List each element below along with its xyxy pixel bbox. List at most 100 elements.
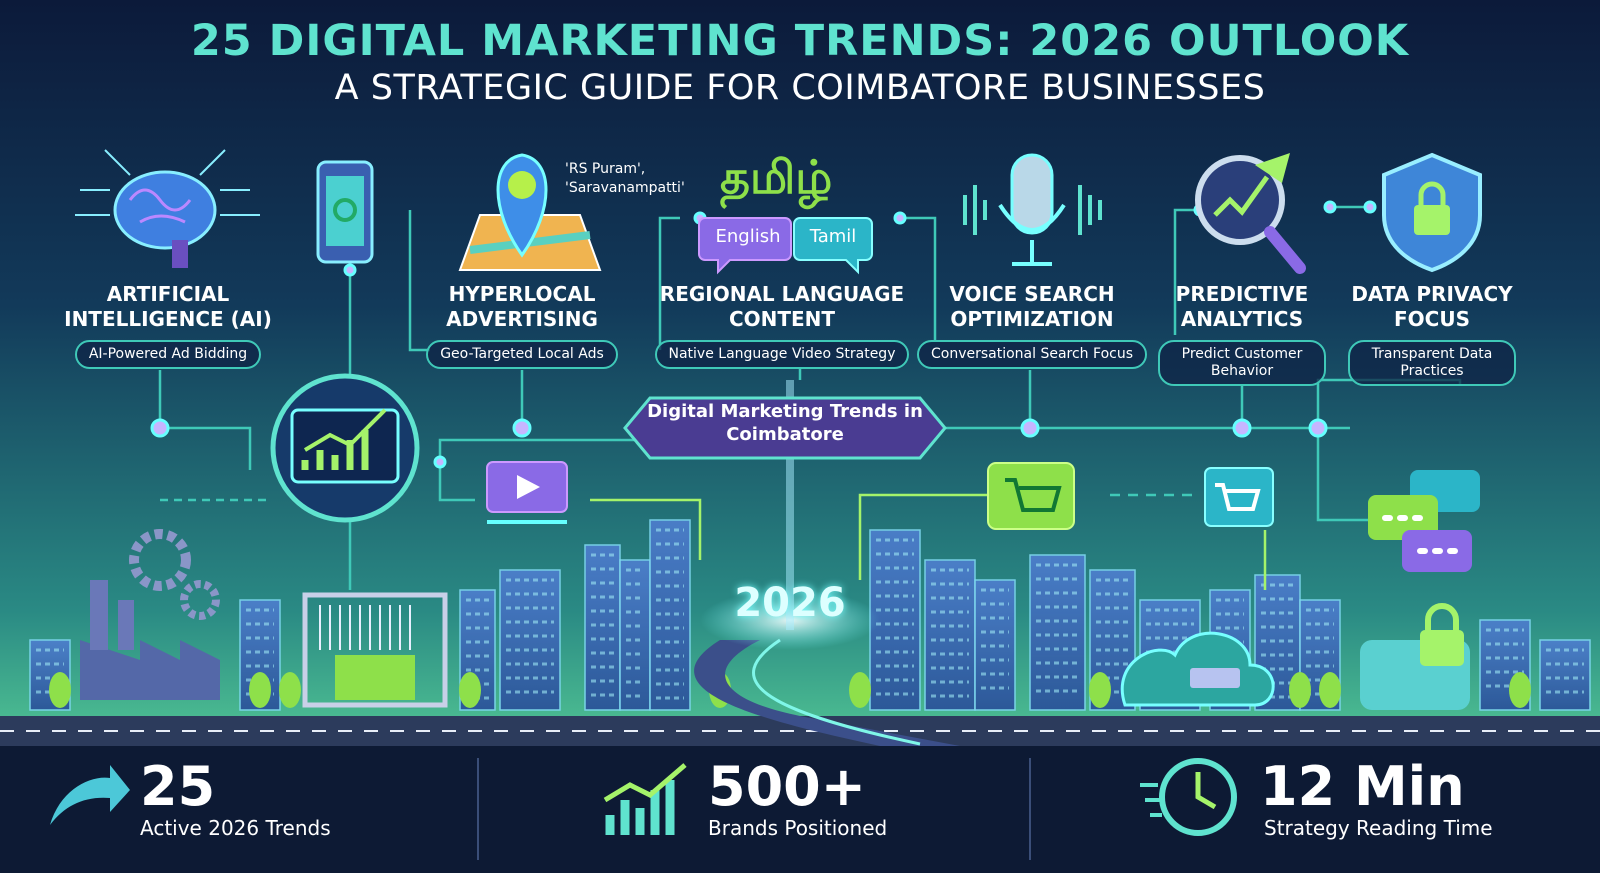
phone-icon bbox=[316, 160, 374, 264]
map-pin-icon-part bbox=[508, 171, 536, 199]
stat-icons-part bbox=[1140, 783, 1162, 817]
microphone-icon-part bbox=[1010, 153, 1054, 235]
phone-icon-part bbox=[333, 198, 357, 222]
microphone-icon-part bbox=[963, 185, 1102, 235]
language-bubbles-part bbox=[698, 217, 792, 275]
connectors-part bbox=[158, 370, 252, 470]
building bbox=[1539, 639, 1591, 711]
cart-icons bbox=[987, 462, 1274, 530]
trend-title: REGIONAL LANGUAGE CONTENT bbox=[659, 282, 905, 331]
stat-label: Active 2026 Trends bbox=[140, 816, 331, 840]
tree bbox=[1319, 672, 1341, 708]
trend: DATA PRIVACY FOCUS Transparent Data Pract… bbox=[1332, 282, 1532, 386]
tamil-script: தமிழ் bbox=[720, 150, 833, 204]
trend: HYPERLOCAL ADVERTISING Geo-Targeted Local… bbox=[387, 282, 657, 369]
connectors-part bbox=[945, 370, 1462, 430]
ai-brain-icon-part bbox=[172, 240, 188, 268]
analytics-magnifier-icon-part bbox=[1264, 226, 1306, 274]
map-label: 'RS Puram', bbox=[565, 161, 646, 177]
stat-value: 500+ bbox=[708, 755, 866, 818]
stat-icons-part bbox=[603, 763, 687, 803]
trend-title: DATA PRIVACY FOCUS bbox=[1351, 282, 1513, 331]
loom-part bbox=[302, 592, 448, 708]
language-bubble: English bbox=[715, 226, 781, 247]
map-labels: 'RS Puram', 'Saravanampatti' bbox=[565, 160, 685, 198]
language-bubbles-part bbox=[793, 217, 873, 275]
connectors-part bbox=[438, 370, 640, 502]
connectors-part bbox=[590, 493, 990, 580]
stat-icons-part bbox=[605, 780, 675, 835]
ai-brain-icon-part bbox=[113, 170, 217, 250]
hub-hexagon-part bbox=[623, 396, 947, 460]
connectors bbox=[158, 205, 1462, 590]
connector-nodes-part bbox=[1323, 200, 1337, 214]
loom-part bbox=[335, 655, 415, 700]
lock-robot bbox=[1360, 603, 1470, 710]
chat-icons-part bbox=[1382, 515, 1458, 554]
trend-title: VOICE SEARCH OPTIMIZATION bbox=[949, 282, 1115, 331]
stat-icons-part bbox=[1195, 772, 1217, 810]
connector-nodes-part bbox=[433, 455, 447, 469]
analytics-magnifier-icon-part bbox=[1195, 155, 1285, 245]
building bbox=[499, 569, 561, 711]
ai-brain-icon bbox=[75, 149, 260, 268]
analytics-magnifier-icon-part bbox=[1213, 175, 1270, 217]
trend-tag: Conversational Search Focus bbox=[916, 340, 1147, 369]
cart-icons-part bbox=[1005, 478, 1062, 512]
trend-tag: AI-Powered Ad Bidding bbox=[74, 340, 262, 369]
factory-part bbox=[118, 600, 134, 650]
hub-label: Digital Marketing Trends in Coimbatore bbox=[647, 401, 923, 445]
connector-nodes-part bbox=[1020, 418, 1040, 438]
connectors-part bbox=[900, 208, 1200, 340]
trend-title: PREDICTIVE ANALYTICS bbox=[1175, 282, 1309, 331]
trend-title: HYPERLOCAL ADVERTISING bbox=[446, 282, 598, 331]
phone-icon-part bbox=[326, 176, 364, 246]
road-part bbox=[786, 380, 794, 630]
subtitle: A STRATEGIC GUIDE FOR COIMBATORE BUSINES… bbox=[334, 68, 1266, 108]
tree bbox=[49, 672, 71, 708]
factory-part bbox=[129, 529, 191, 591]
tree bbox=[849, 672, 871, 708]
map-pin-icon bbox=[458, 153, 602, 271]
building bbox=[1029, 554, 1086, 711]
language-bubble: Tamil bbox=[809, 226, 857, 247]
language-bubbles bbox=[698, 217, 873, 275]
cart-icons-part bbox=[1204, 467, 1274, 527]
trend: VOICE SEARCH OPTIMIZATION Conversational … bbox=[897, 282, 1167, 369]
road bbox=[0, 380, 1600, 746]
factory bbox=[80, 529, 220, 700]
tree bbox=[1089, 672, 1111, 708]
hub-hexagon bbox=[623, 396, 947, 460]
connector-nodes-part bbox=[512, 418, 532, 438]
stat-icons bbox=[50, 758, 1237, 836]
loom bbox=[302, 592, 448, 708]
factory-part bbox=[90, 580, 108, 650]
trend-tag: Transparent Data Practices bbox=[1348, 340, 1516, 386]
road-part bbox=[694, 640, 960, 746]
video-icon bbox=[486, 461, 568, 524]
stat-value: 25 bbox=[140, 755, 216, 818]
trend: REGIONAL LANGUAGE CONTENT Native Language… bbox=[647, 282, 917, 369]
analytics-magnifier-icon-part bbox=[1255, 153, 1290, 183]
cart-icons-part bbox=[987, 462, 1075, 530]
trend-title: ARTIFICIAL INTELLIGENCE (AI) bbox=[64, 282, 272, 331]
trend: ARTIFICIAL INTELLIGENCE (AI) AI-Powered A… bbox=[33, 282, 303, 369]
stat-value: 12 Min bbox=[1260, 755, 1465, 818]
shield-icon-part bbox=[1414, 205, 1450, 235]
microphone-icon-part bbox=[998, 203, 1066, 266]
lock-robot-part bbox=[1425, 603, 1459, 630]
title: 25 DIGITAL MARKETING TRENDS: 2026 OUTLOO… bbox=[190, 16, 1410, 66]
connector-nodes-part bbox=[1232, 418, 1252, 438]
map-label: 'Saravanampatti' bbox=[565, 180, 685, 196]
tree bbox=[459, 672, 481, 708]
stat-icons-part bbox=[50, 765, 130, 825]
connector-nodes-part bbox=[1363, 200, 1377, 214]
trend-tag: Predict Customer Behavior bbox=[1158, 340, 1326, 386]
trend-tag: Native Language Video Strategy bbox=[654, 340, 910, 369]
factory-part bbox=[80, 640, 220, 700]
trend-tag: Geo-Targeted Local Ads bbox=[426, 340, 618, 369]
analytics-magnifier-icon bbox=[1195, 153, 1306, 274]
